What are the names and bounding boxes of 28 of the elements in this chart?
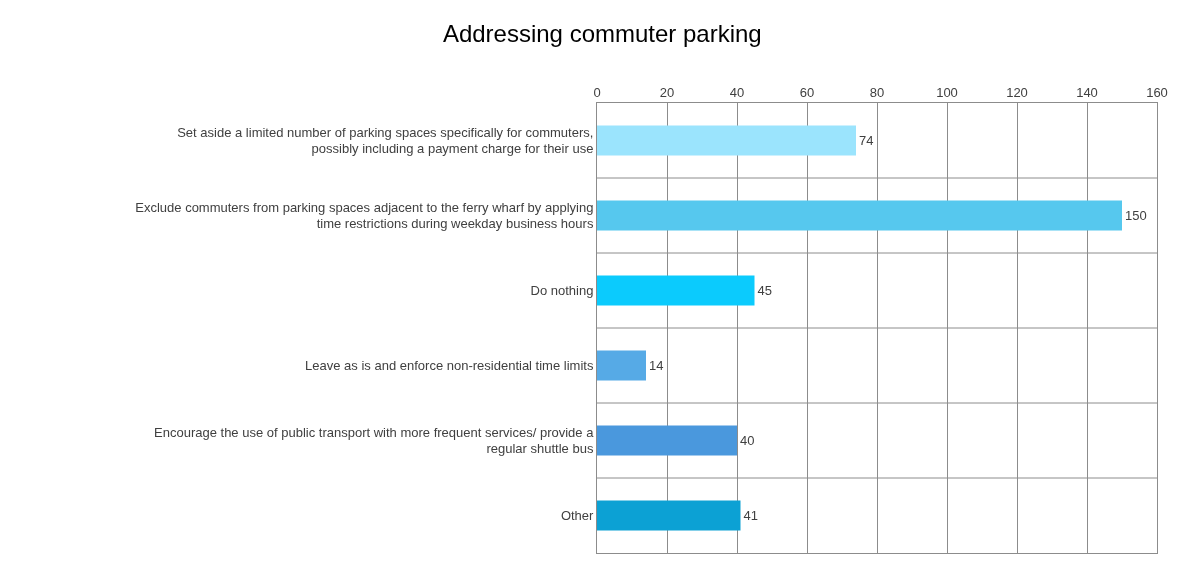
data-label: 14 (649, 358, 664, 373)
bar (597, 425, 737, 456)
x-tick-label: 120 (1006, 84, 1028, 100)
y-tick-label: Do nothing (530, 283, 594, 299)
data-label: 150 (1125, 208, 1147, 223)
bar (597, 500, 741, 531)
data-label: 41 (743, 508, 758, 523)
x-tick-label: 160 (1146, 84, 1168, 100)
x-tick-label: 20 (659, 84, 675, 100)
x-tick-label: 60 (799, 84, 815, 100)
y-tick-label: Exclude commuters from parking spaces adjacent to the ferry wharf by applying time restrictions during weekday business hours (135, 199, 594, 232)
y-tick-label: Other (560, 508, 595, 524)
bar (597, 275, 755, 306)
data-label: 40 (740, 433, 755, 448)
y-tick-label: Encourage the use of public transport with more frequent services/ provide a regular shuttle bus (154, 424, 595, 457)
x-tick-label: 0 (593, 84, 601, 100)
data-label: 45 (757, 283, 772, 298)
bar (597, 125, 856, 156)
chart-title: Addressing commuter parking (442, 20, 762, 48)
y-tick-label: Leave as is and enforce non-residential time limits (305, 358, 594, 374)
bar (597, 200, 1122, 231)
x-tick-label: 100 (936, 84, 958, 100)
x-tick-label: 80 (869, 84, 885, 100)
y-tick-label: Set aside a limited number of parking spaces specifically for commuters, possibly including a payment charge for their use (177, 124, 594, 157)
data-label: 74 (859, 133, 874, 148)
x-tick-label: 140 (1076, 84, 1098, 100)
x-tick-label: 40 (729, 84, 745, 100)
bar (597, 350, 646, 381)
